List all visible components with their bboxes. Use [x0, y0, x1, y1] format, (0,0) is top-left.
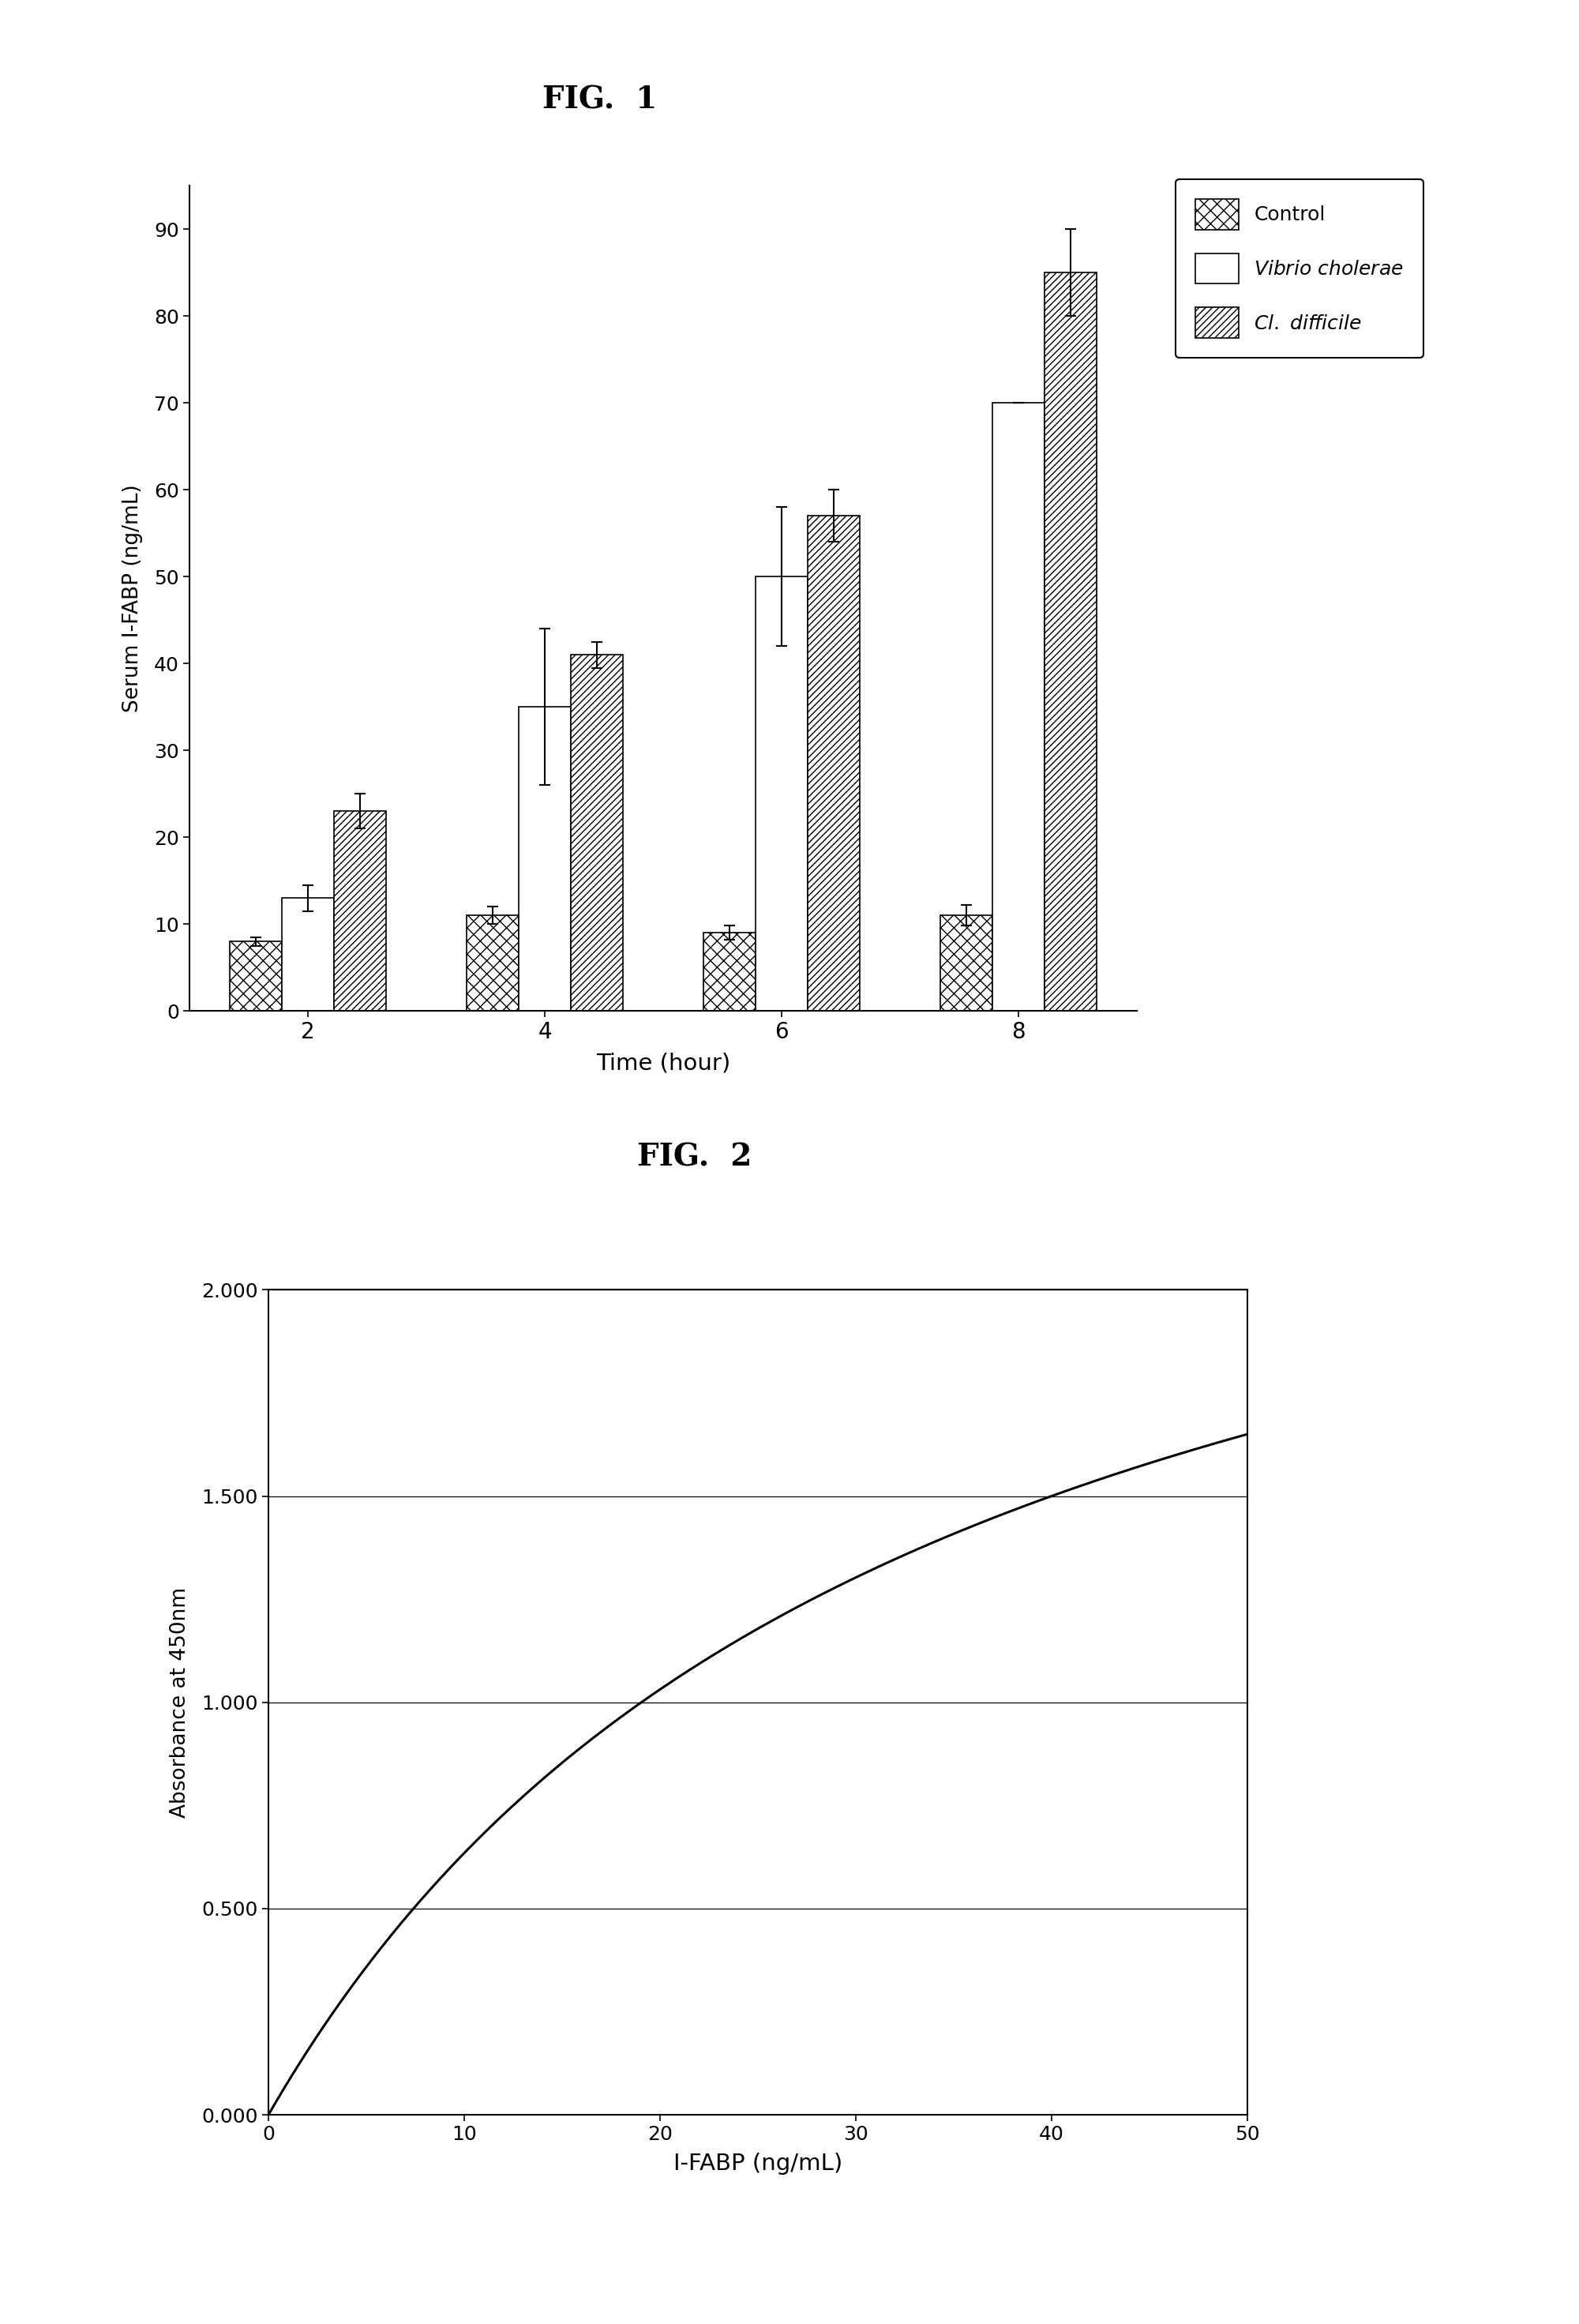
- Bar: [756, 576, 808, 1011]
- Bar: [704, 932, 756, 1011]
- Legend: Control, $\it{Vibrio\ cholerae}$, $\it{Cl.\ difficile}$: Control, $\it{Vibrio\ cholerae}$, $\it{C…: [1175, 179, 1424, 358]
- X-axis label: I-FABP (ng/mL): I-FABP (ng/mL): [673, 2152, 843, 2175]
- Bar: [467, 916, 518, 1011]
- Bar: [1045, 272, 1096, 1011]
- Y-axis label: Absorbance at 450nm: Absorbance at 450nm: [171, 1587, 191, 1817]
- X-axis label: Time (hour): Time (hour): [595, 1053, 731, 1074]
- Bar: [993, 402, 1045, 1011]
- Text: FIG.  1: FIG. 1: [543, 86, 657, 114]
- Bar: [335, 811, 385, 1011]
- Bar: [231, 941, 281, 1011]
- Bar: [518, 706, 572, 1011]
- Bar: [572, 655, 622, 1011]
- Text: FIG.  2: FIG. 2: [638, 1143, 752, 1171]
- Bar: [941, 916, 993, 1011]
- Bar: [281, 897, 335, 1011]
- Bar: [808, 516, 861, 1011]
- Y-axis label: Serum I-FABP (ng/mL): Serum I-FABP (ng/mL): [123, 483, 144, 713]
